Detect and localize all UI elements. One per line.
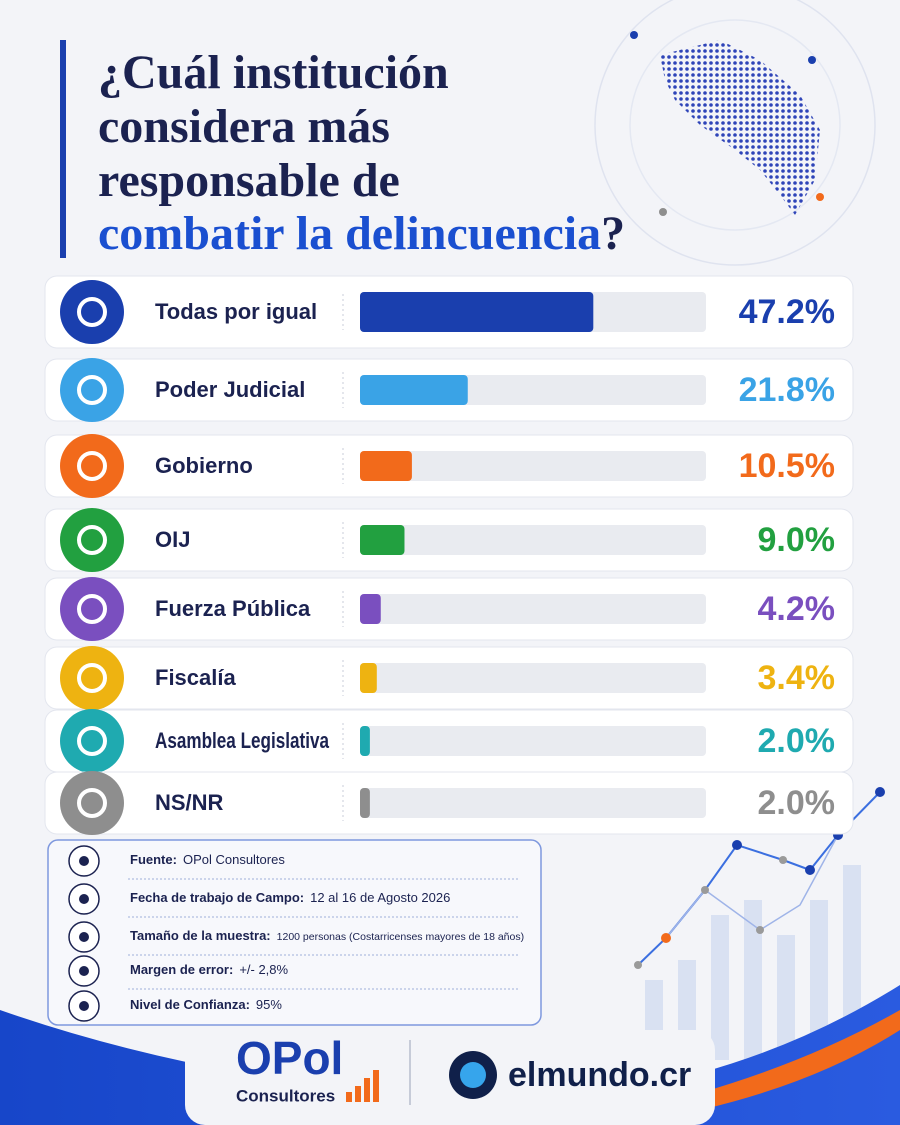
row-icon xyxy=(60,646,124,710)
logo-opol-sub: Consultores xyxy=(236,1086,335,1105)
logo-opol: OPol xyxy=(236,1032,343,1084)
bar-track xyxy=(360,726,706,756)
info-label: Margen de error: xyxy=(130,962,233,977)
bar-track xyxy=(360,663,706,693)
value-label: 47.2% xyxy=(739,293,835,331)
row-icon-glyph xyxy=(77,375,107,405)
info-row: Nivel de Confianza: 95% xyxy=(130,997,282,1012)
info-icon-glyph xyxy=(79,1001,89,1011)
row-icon-glyph xyxy=(77,525,107,555)
value-label: 9.0% xyxy=(758,521,836,559)
info-row: Margen de error: +/- 2,8% xyxy=(130,962,289,977)
bar-track xyxy=(360,594,706,624)
bar xyxy=(360,663,377,693)
category-label: NS/NR xyxy=(155,790,224,815)
row-icon-glyph xyxy=(77,297,107,327)
category-label: OIJ xyxy=(155,527,190,552)
info-icon-glyph xyxy=(79,856,89,866)
info-value: OPol Consultores xyxy=(183,852,285,867)
row-icon-glyph xyxy=(77,788,107,818)
logo-elmundo: elmundo.cr xyxy=(508,1056,691,1094)
info-icon-glyph xyxy=(79,966,89,976)
info-label: Tamaño de la muestra: xyxy=(130,928,271,943)
bar xyxy=(360,726,370,756)
info-icon-glyph xyxy=(79,932,89,942)
info-value: 12 al 16 de Agosto 2026 xyxy=(310,890,450,905)
row-icon-glyph xyxy=(77,726,107,756)
value-label: 3.4% xyxy=(758,659,836,697)
value-label: 2.0% xyxy=(758,784,836,822)
info-row: Fuente: OPol Consultores xyxy=(130,852,285,867)
info-label: Fuente: xyxy=(130,852,177,867)
info-value: 95% xyxy=(256,997,282,1012)
bar xyxy=(360,788,370,818)
info-row: Fecha de trabajo de Campo: 12 al 16 de Ag… xyxy=(130,890,450,905)
value-label: 10.5% xyxy=(739,447,835,485)
category-label: Asamblea Legislativa xyxy=(155,728,330,753)
row-icon xyxy=(60,577,124,641)
bar-track xyxy=(360,525,706,555)
row-icon xyxy=(60,771,124,835)
bar xyxy=(360,525,405,555)
bar-track xyxy=(360,451,706,481)
bar xyxy=(360,451,412,481)
info-label: Nivel de Confianza: xyxy=(130,997,250,1012)
bar xyxy=(360,375,468,405)
info-icon-glyph xyxy=(79,894,89,904)
category-label: Fiscalía xyxy=(155,665,236,690)
row-icon xyxy=(60,280,124,344)
logo-mark xyxy=(346,1070,379,1102)
row-icon xyxy=(60,709,124,773)
value-label: 21.8% xyxy=(739,371,835,409)
title-line: considera más xyxy=(98,100,390,153)
logo-elmundo-icon xyxy=(460,1062,486,1088)
bar xyxy=(360,594,381,624)
row-icon xyxy=(60,434,124,498)
title-end: ? xyxy=(601,207,625,260)
category-label: Todas por igual xyxy=(155,299,317,324)
category-label: Fuerza Pública xyxy=(155,596,311,621)
info-label: Fecha de trabajo de Campo: xyxy=(130,890,304,905)
row-icon xyxy=(60,508,124,572)
row-icon-glyph xyxy=(77,594,107,624)
info-row: Tamaño de la muestra: 1200 personas (Cost… xyxy=(130,928,524,943)
info-value: 1200 personas (Costarricenses mayores de… xyxy=(277,931,524,943)
info-value: +/- 2,8% xyxy=(239,962,288,977)
row-icon xyxy=(60,358,124,422)
title-line: combatir la delincuencia? xyxy=(98,207,625,260)
row-icon-glyph xyxy=(77,451,107,481)
bar-track xyxy=(360,788,706,818)
value-label: 2.0% xyxy=(758,722,836,760)
title-line: responsable de xyxy=(98,154,400,207)
category-label: Poder Judicial xyxy=(155,377,305,402)
category-label: Gobierno xyxy=(155,453,253,478)
title-line: ¿Cuál institución xyxy=(98,46,449,99)
title-highlight: combatir la delincuencia xyxy=(98,207,601,260)
value-label: 4.2% xyxy=(758,590,836,628)
row-icon-glyph xyxy=(77,663,107,693)
bar xyxy=(360,292,594,332)
